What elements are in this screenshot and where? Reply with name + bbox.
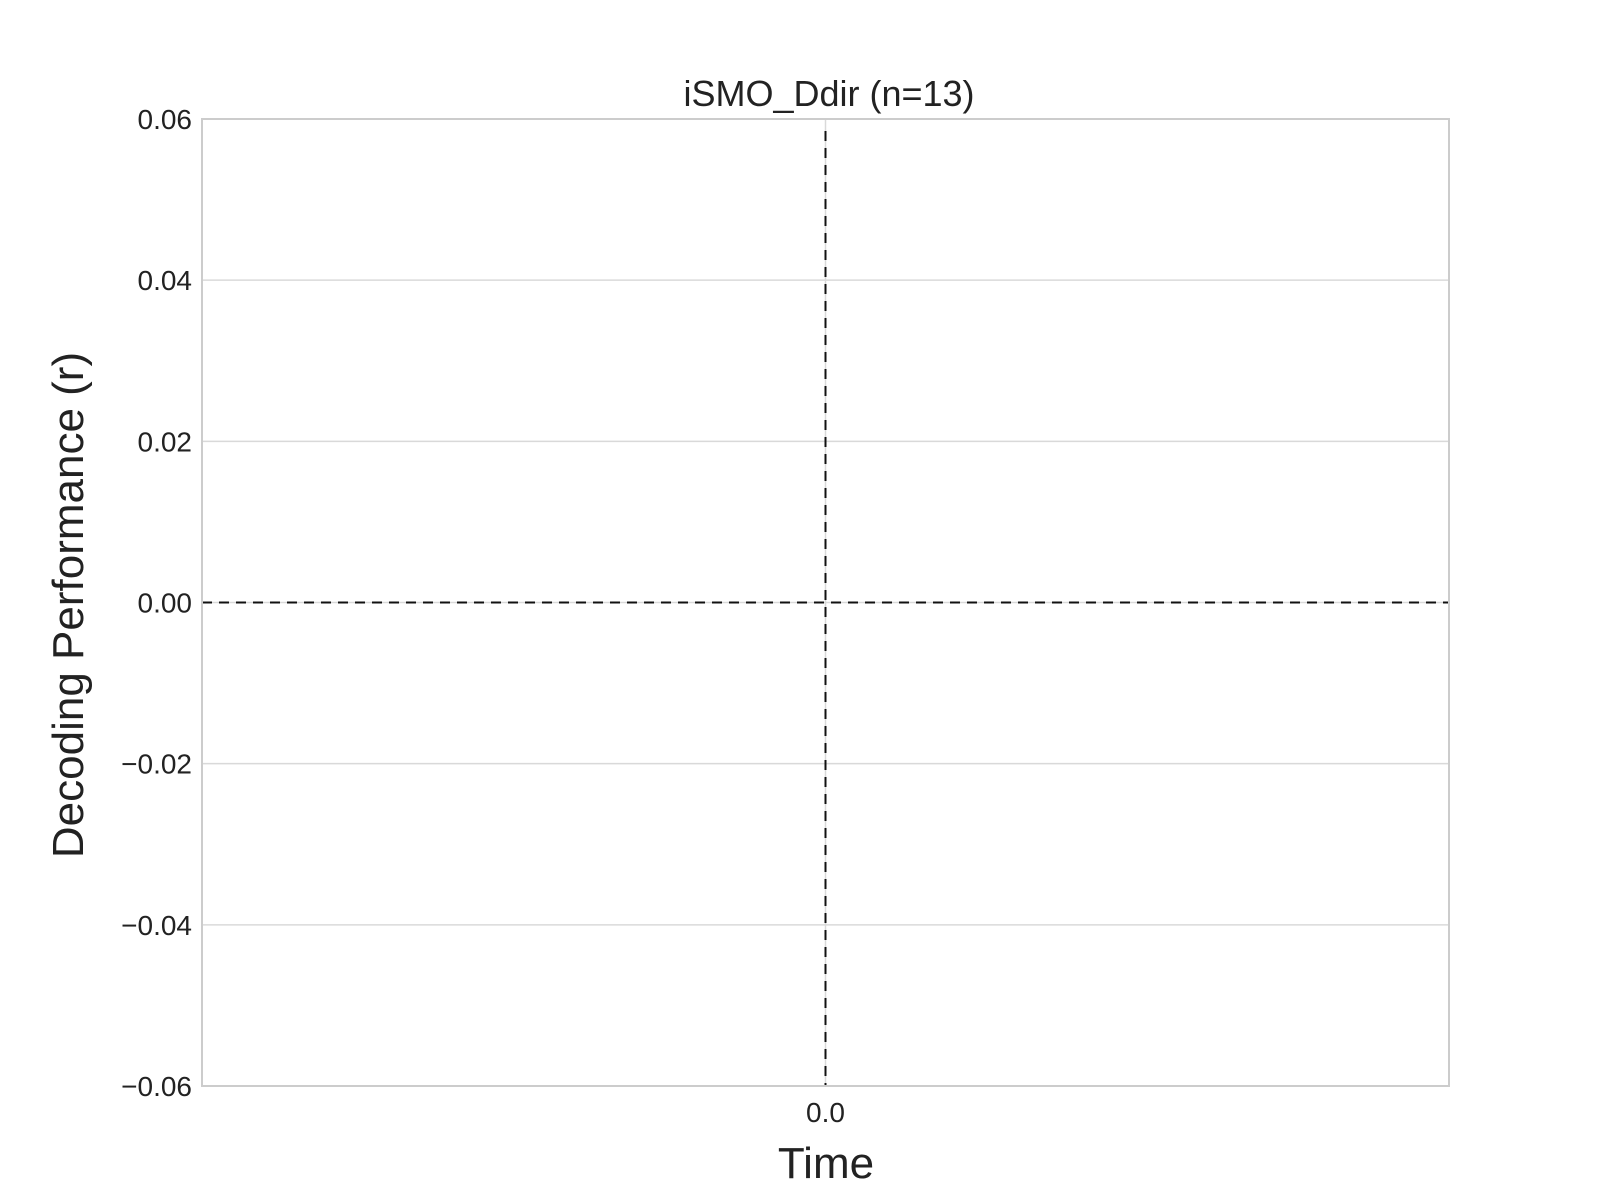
x-axis-title: Time (778, 1139, 874, 1188)
y-tick-label: 0.06 (138, 104, 193, 135)
y-tick-label: 0.02 (138, 426, 193, 457)
reference-lines (202, 131, 1449, 1086)
y-axis-title: Decoding Performance (r) (44, 352, 93, 858)
x-tick-label: 0.0 (806, 1097, 845, 1128)
chart-title: iSMO_Ddir (n=13) (683, 73, 974, 114)
y-tick-label: −0.02 (121, 749, 192, 780)
y-tick-labels: −0.06 −0.04 −0.02 0.00 0.02 0.04 0.06 (121, 104, 192, 1102)
y-tick-label: −0.06 (121, 1071, 192, 1102)
y-tick-label: −0.04 (121, 910, 192, 941)
y-tick-label: 0.00 (138, 588, 193, 619)
y-tick-label: 0.04 (138, 265, 193, 296)
plot-frame (201, 118, 1450, 1087)
x-tick-labels: 0.0 (806, 1097, 845, 1128)
